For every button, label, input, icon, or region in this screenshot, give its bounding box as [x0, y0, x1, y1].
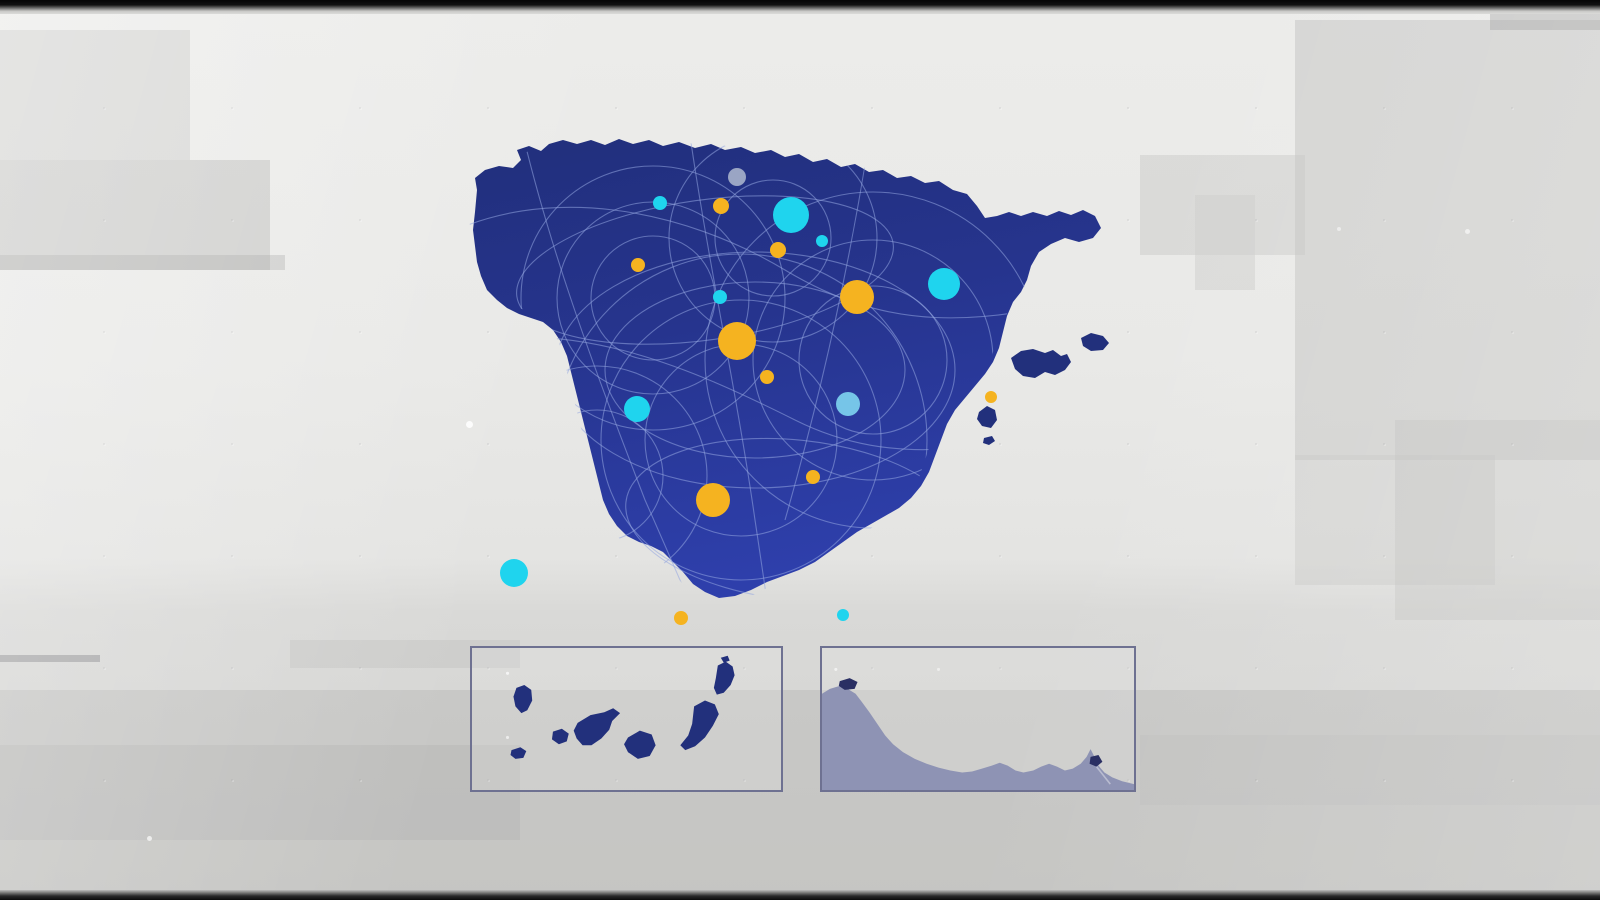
background-panel [1295, 455, 1495, 585]
marker-cuenca-amber [760, 370, 774, 384]
inset-speck [936, 667, 941, 671]
marker-extremadura-cyan [624, 396, 650, 422]
marker-north-cyan-small [653, 196, 667, 210]
ceuta-marker [838, 678, 858, 690]
marker-segovia-cyan [713, 290, 727, 304]
marker-baleares-amber [985, 391, 997, 403]
background-speck [147, 836, 152, 841]
bottom-letterbox-bar [0, 890, 1600, 900]
el-hierro-island [510, 747, 527, 759]
tenerife-island [573, 708, 621, 746]
background-accent-bar [0, 655, 100, 662]
inset-north-africa [820, 646, 1136, 792]
melilla-marker [1089, 754, 1103, 767]
formentera-island [983, 436, 995, 445]
background-speck [1465, 229, 1470, 234]
la-gomera-island [551, 728, 569, 745]
top-letterbox-bar [0, 0, 1600, 14]
background-panel [1140, 735, 1600, 805]
marker-andalucia-amber [696, 483, 730, 517]
inset-speck [834, 667, 838, 671]
la-palma-island [513, 684, 533, 714]
canary-islands-group [510, 655, 735, 759]
marker-murcia-amber [806, 470, 820, 484]
background-panel [1295, 20, 1600, 460]
spain-peninsula-map [455, 120, 1115, 640]
background-panel [0, 30, 190, 160]
marker-ceuta-amber [674, 611, 688, 625]
background-panel [0, 160, 270, 270]
menorca-island [1081, 333, 1109, 351]
marker-melilla-cyan [837, 609, 849, 621]
background-panel [0, 690, 1600, 900]
marker-valencia-pale [836, 392, 860, 416]
gran-canaria-island [624, 730, 656, 759]
balearic-islands [977, 333, 1109, 445]
marker-north-amber-small [713, 198, 729, 214]
inset-canary-islands [470, 646, 783, 792]
background-speck [1337, 227, 1341, 231]
map-markers [500, 168, 997, 625]
marker-atlantic-cyan [500, 559, 528, 587]
marker-leon-amber [631, 258, 645, 272]
inset-speck [505, 735, 510, 740]
background-panel [0, 745, 520, 840]
fuerteventura-island [680, 700, 719, 751]
marker-catalunya-cyan [928, 268, 960, 300]
inset-speck [505, 671, 510, 675]
marker-navarra-cyan-big [773, 197, 809, 233]
marker-burgos-amber [770, 242, 786, 258]
marker-north-grey [728, 168, 746, 186]
background-speck [466, 421, 473, 428]
marker-madrid-amber-big [718, 322, 756, 360]
background-panel [1195, 195, 1255, 290]
spain-landmass-path [473, 139, 1101, 598]
lanzarote-island [713, 661, 735, 695]
background-panel [290, 640, 520, 668]
north-africa-coast [822, 685, 1134, 790]
mallorca-island [1011, 349, 1071, 378]
la-graciosa-island [720, 655, 730, 663]
background-panel [1395, 420, 1600, 620]
background-panel [0, 255, 285, 270]
marker-rioja-cyan-tiny [816, 235, 828, 247]
melilla-connector [1095, 766, 1111, 785]
marker-zaragoza-amber [840, 280, 874, 314]
ibiza-island [977, 406, 997, 428]
